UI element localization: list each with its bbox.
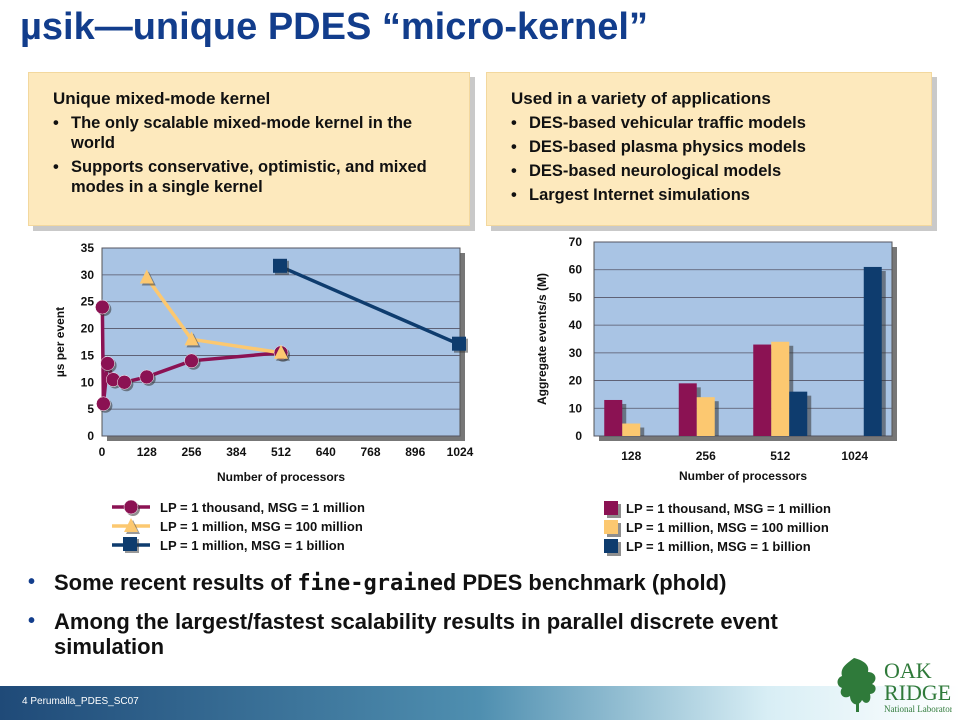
slide-title: µsik—unique PDES “micro-kernel” (20, 6, 648, 48)
x-tick-label: 512 (770, 449, 790, 463)
x-tick-label: 640 (316, 445, 336, 459)
bar (622, 423, 641, 436)
bar (753, 344, 772, 436)
data-point (96, 396, 111, 412)
left-box-heading: Unique mixed-mode kernel (53, 89, 271, 108)
bullet-text: Some recent results of (54, 570, 298, 595)
y-tick-label: 5 (87, 402, 94, 416)
data-point (139, 369, 154, 385)
bullet-text: PDES benchmark (phold) (456, 570, 727, 595)
right-box-bullet: DES-based plasma physics models (511, 137, 911, 157)
data-point (139, 269, 154, 284)
x-tick-label: 128 (621, 449, 641, 463)
bar (604, 399, 623, 436)
oak-leaf-icon (837, 658, 876, 712)
y-tick-label: 0 (575, 429, 582, 443)
latency-chart: 0 5 10 15 20 25 30 35 0 128 256 384 512 640 768 896 1024… (53, 241, 474, 553)
legend-label: LP = 1 million, MSG = 1 billion (626, 539, 811, 554)
x-axis-title: Number of processors (679, 469, 807, 483)
bottom-bullet: Some recent results of fine-grained PDES… (24, 570, 884, 596)
right-info-box: Used in a variety of applications DES-ba… (486, 72, 932, 226)
y-tick-label: 10 (81, 375, 95, 389)
x-tick-label: 1024 (841, 449, 868, 463)
y-tick-label: 25 (81, 295, 95, 309)
y-tick-label: 30 (569, 346, 583, 360)
data-point (100, 356, 115, 371)
left-box-bullet: The only scalable mixed-mode kernel in t… (53, 113, 433, 153)
legend-swatch (604, 520, 618, 534)
x-tick-label: 128 (137, 445, 157, 459)
footer-label: 4 Perumalla_PDES_SC07 (22, 696, 139, 707)
legend-swatch (604, 501, 618, 515)
right-box-heading: Used in a variety of applications (511, 89, 771, 108)
data-point (273, 258, 287, 273)
legend-label: LP = 1 million, MSG = 100 million (626, 520, 829, 535)
throughput-chart: 0 10 20 30 40 50 60 70 128 256 512 1024 Number of pr… (535, 235, 897, 556)
y-tick-label: 30 (81, 268, 95, 282)
data-point (184, 353, 199, 369)
legend-marker (124, 518, 138, 532)
legend-label: LP = 1 million, MSG = 1 billion (160, 538, 345, 553)
y-tick-label: 15 (81, 348, 95, 362)
x-tick-label: 0 (99, 445, 106, 459)
footer-bar (0, 686, 960, 720)
bar (771, 341, 790, 436)
bottom-bullets: Some recent results of fine-grained PDES… (24, 570, 884, 672)
data-point (184, 331, 199, 346)
left-box-bullets: The only scalable mixed-mode kernel in t… (53, 113, 433, 201)
right-box-bullets: DES-based vehicular traffic models DES-b… (511, 113, 911, 209)
logo-line3: National Laboratory (884, 704, 952, 714)
y-tick-label: 20 (81, 322, 95, 336)
y-axis-title: Aggregate events/s (M) (535, 273, 549, 405)
data-point (452, 336, 466, 351)
data-point (95, 299, 110, 315)
bullet-text: Among the largest/fastest scalability re… (54, 609, 778, 659)
right-box-bullet: DES-based vehicular traffic models (511, 113, 911, 133)
y-tick-label: 70 (569, 235, 583, 249)
x-tick-label: 896 (405, 445, 425, 459)
legend-marker (123, 499, 139, 515)
right-box-bullet: Largest Internet simulations (511, 185, 911, 205)
plot-area (593, 241, 893, 437)
series-line (280, 265, 461, 347)
x-axis-title: Number of processors (217, 470, 345, 484)
legend-label: LP = 1 million, MSG = 100 million (160, 519, 363, 534)
ornl-logo: OAK RIDGE National Laboratory (837, 658, 952, 714)
bullet-emphasis: fine-grained (297, 571, 457, 596)
y-tick-label: 50 (569, 290, 583, 304)
y-tick-label: 35 (81, 241, 95, 255)
y-tick-label: 40 (569, 318, 583, 332)
x-tick-label: 384 (226, 445, 246, 459)
y-tick-label: 20 (569, 374, 583, 388)
bar (863, 266, 882, 436)
legend-label: LP = 1 thousand, MSG = 1 million (626, 501, 831, 516)
y-axis-title: µs per event (53, 307, 67, 377)
logo-line1: OAK (884, 658, 932, 683)
legend-label: LP = 1 thousand, MSG = 1 million (160, 500, 365, 515)
x-tick-label: 256 (181, 445, 201, 459)
data-point (274, 344, 288, 359)
bar (789, 391, 808, 436)
x-tick-label: 256 (696, 449, 716, 463)
right-box-bullet: DES-based neurological models (511, 161, 911, 181)
x-tick-label: 512 (271, 445, 291, 459)
x-tick-label: 768 (360, 445, 380, 459)
plot-area (101, 247, 461, 437)
y-tick-label: 60 (569, 263, 583, 277)
legend-marker (123, 537, 137, 551)
y-tick-label: 0 (87, 429, 94, 443)
bar (696, 397, 715, 436)
left-box-bullet: Supports conservative, optimistic, and m… (53, 157, 433, 197)
left-info-box: Unique mixed-mode kernel The only scalab… (28, 72, 470, 226)
logo-line2: RIDGE (884, 680, 951, 705)
legend-swatch (604, 539, 618, 553)
data-point (117, 375, 132, 390)
x-tick-label: 1024 (447, 445, 474, 459)
bar (678, 383, 697, 436)
bottom-bullet: Among the largest/fastest scalability re… (24, 609, 884, 659)
y-tick-label: 10 (569, 401, 583, 415)
